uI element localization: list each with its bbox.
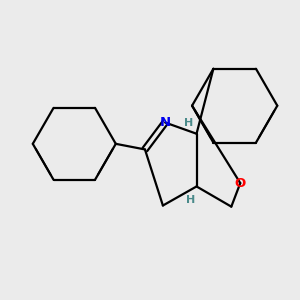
Text: H: H <box>186 195 196 205</box>
Text: H: H <box>184 118 193 128</box>
Text: O: O <box>235 177 246 190</box>
Text: N: N <box>160 116 171 129</box>
